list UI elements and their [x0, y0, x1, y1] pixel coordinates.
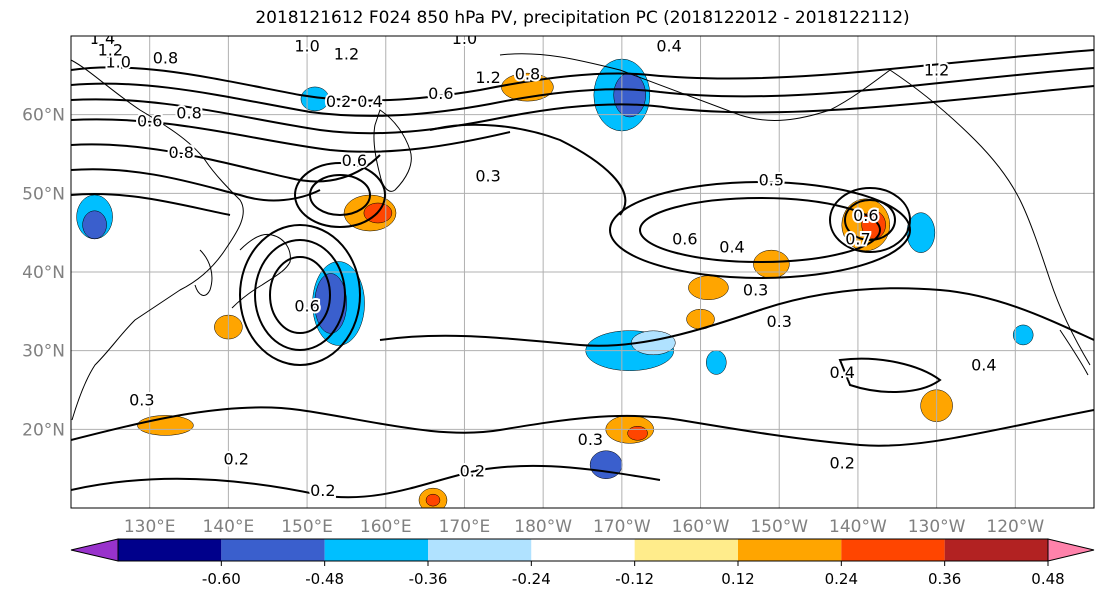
contour-label: 0.3: [767, 312, 792, 331]
contour-label: 1.4: [90, 29, 115, 48]
latitude-tick-label: 20°N: [22, 420, 65, 440]
contour-label: 1.0: [452, 29, 477, 48]
contour-label: 1.0: [294, 37, 319, 56]
colorbar-tick-label: -0.36: [409, 570, 448, 588]
precip-region: [688, 275, 729, 300]
pv-contours: [71, 49, 1094, 499]
coastlines: [71, 53, 1091, 421]
latitude-tick-label: 60°N: [22, 106, 65, 126]
contour-label: 0.3: [578, 430, 603, 449]
latitude-tick-label: 50°N: [22, 184, 65, 204]
colorbar-tick-label: 0.48: [1031, 570, 1064, 588]
contour-label: 0.8: [515, 64, 540, 83]
colorbar-tick-label: 0.24: [825, 570, 858, 588]
precip-region: [906, 212, 936, 253]
colorbar-segment: [944, 539, 1048, 561]
precip-region: [753, 249, 790, 279]
contour-label: 1.0: [105, 52, 130, 71]
colorbar-segment: [221, 539, 325, 561]
contour-label: 0.6: [342, 151, 367, 170]
figure-title: 2018121612 F024 850 hPa PV, precipitatio…: [255, 8, 910, 28]
precip-region: [425, 493, 441, 507]
longitude-tick-label: 160°E: [360, 517, 412, 537]
contour-label: 0.7: [845, 229, 870, 248]
colorbar-tick-label: -0.12: [615, 570, 654, 588]
longitude-tick-label: 120°W: [986, 517, 1044, 537]
colorbar-segment: [634, 539, 738, 561]
longitude-tick-label: 170°E: [439, 517, 491, 537]
colorbar-segment: [428, 539, 532, 561]
contour-label: 1.2: [98, 41, 123, 60]
precip-region: [627, 426, 648, 441]
contour-label: 0.4: [719, 237, 744, 256]
contour-label: 0.2: [829, 454, 854, 473]
longitude-labels: 130°E 140°E 150°E 160°E 170°E 180°W 170°W 160°W…: [124, 517, 1045, 537]
contour-label: 0.2: [224, 450, 249, 469]
longitude-tick-label: 140°W: [829, 517, 887, 537]
colorbar-tick-label: -0.60: [202, 570, 241, 588]
contour-label: 0.2: [310, 481, 335, 500]
colorbar: -0.60 -0.48 -0.36 -0.24 -0.12 0.12 0.24 0.36 0.4…: [70, 538, 1095, 588]
colorbar-segment: [324, 539, 428, 561]
colorbar-tick-label: 0.36: [928, 570, 961, 588]
longitude-tick-label: 130°W: [908, 517, 966, 537]
colorbar-frame: [117, 538, 1049, 562]
colorbar-segment: [841, 539, 945, 561]
colorbar-segment: [738, 539, 842, 561]
contour-label: 0.6: [428, 84, 453, 103]
contour-label: 0.5: [759, 170, 784, 189]
longitude-tick-label: 160°W: [672, 517, 730, 537]
pv-contour-labels: 1.0 0.81.41.21.01.21.00.61.2 0.80.40.20.80…: [88, 29, 999, 502]
precip-region: [82, 210, 107, 240]
contour-label: 0.4: [971, 355, 996, 374]
contour-label: 1.2: [924, 60, 949, 79]
longitude-tick-label: 150°W: [750, 517, 808, 537]
colorbar-tick-label: 0.12: [721, 570, 754, 588]
contour-label: 0.4: [357, 92, 382, 111]
contour-label: 0.6: [853, 206, 878, 225]
contour-label: 1.2: [334, 45, 359, 64]
latitude-tick-label: 40°N: [22, 263, 65, 283]
longitude-tick-label: 180°W: [514, 517, 572, 537]
precip-region: [589, 450, 623, 479]
colorbar-extend-high: [1047, 538, 1095, 562]
contour-label: 0.2: [326, 92, 351, 111]
colorbar-extend-low: [70, 538, 119, 562]
latitude-tick-label: 30°N: [22, 342, 65, 362]
precip-region: [1012, 324, 1034, 346]
contour-label: 0.8: [168, 143, 193, 162]
contour-label: 0.8: [176, 104, 201, 123]
longitude-tick-label: 140°E: [203, 517, 255, 537]
latitude-labels: 60°N 50°N 40°N 30°N 20°N: [22, 106, 65, 441]
contour-label: 0.4: [829, 363, 854, 382]
contour-label: 0.3: [743, 281, 768, 300]
contour-label: 0.2: [460, 462, 485, 481]
contour-label: 1.2: [475, 68, 500, 87]
longitude-tick-label: 150°E: [281, 517, 333, 537]
contour-label: 0.3: [129, 391, 154, 410]
contour-label: 0.8: [153, 49, 178, 68]
longitude-tick-label: 170°W: [593, 517, 651, 537]
contour-label: 0.3: [475, 167, 500, 186]
precip-region: [613, 72, 646, 118]
precip-region: [706, 350, 727, 375]
contour-label: 0.6: [137, 111, 162, 130]
gridlines: [71, 36, 1094, 508]
colorbar-tick-label: -0.24: [512, 570, 551, 588]
colorbar-segment: [118, 539, 222, 561]
contour-label: 0.4: [656, 37, 681, 56]
colorbar-tick-label: -0.48: [305, 570, 344, 588]
contour-label: 0.6: [294, 296, 319, 315]
longitude-tick-label: 130°E: [124, 517, 176, 537]
colorbar-segment: [531, 539, 635, 561]
contour-label: 0.6: [672, 229, 697, 248]
map-frame: [70, 35, 1095, 509]
